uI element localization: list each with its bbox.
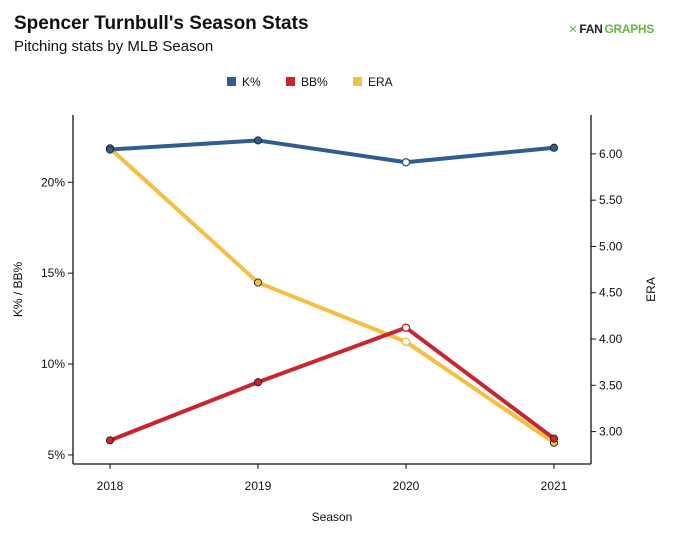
data-point-k-pct xyxy=(253,136,263,145)
right-tick-label: 3.00 xyxy=(599,425,623,439)
chart-subtitle: Pitching stats by MLB Season xyxy=(14,38,214,55)
fangraphs-logo: ✕ FAN GRAPHS xyxy=(568,22,654,36)
data-point-bb-pct xyxy=(549,434,559,443)
right-tick-label: 6.00 xyxy=(599,147,623,161)
right-tick-label: 3.50 xyxy=(599,378,623,392)
x-tick-label: 2018 xyxy=(97,479,124,493)
y-axis-title-left: K% / BB% xyxy=(11,261,25,317)
legend-swatch-bb-pct xyxy=(286,77,295,86)
legend-label: ERA xyxy=(368,75,393,89)
logo-mark-icon: ✕ xyxy=(568,23,578,36)
legend-label: K% xyxy=(242,75,261,89)
data-point-k-pct xyxy=(401,157,411,167)
logo-text-graphs: GRAPHS xyxy=(604,22,654,36)
data-point-era xyxy=(401,337,411,347)
x-tick-label: 2021 xyxy=(541,479,568,493)
right-tick-label: 4.50 xyxy=(599,286,623,300)
data-point-bb-pct xyxy=(105,436,115,445)
y-axis-title-right: ERA xyxy=(644,277,658,302)
data-point-era xyxy=(253,278,263,287)
legend-swatch-k-pct xyxy=(227,77,236,86)
x-tick-label: 2020 xyxy=(393,479,420,493)
legend-swatch-era xyxy=(353,77,362,86)
chart-title: Spencer Turnbull's Season Stats xyxy=(14,13,309,34)
x-axis-title: Season xyxy=(312,510,353,524)
data-point-bb-pct xyxy=(253,378,263,387)
right-tick-label: 5.00 xyxy=(599,239,623,253)
right-tick-label: 4.00 xyxy=(599,332,623,346)
logo-text-fan: FAN xyxy=(579,22,603,36)
data-point-k-pct xyxy=(549,143,559,152)
left-tick-label: 5% xyxy=(48,448,66,462)
right-tick-label: 5.50 xyxy=(599,193,623,207)
series-line-k-pct xyxy=(108,138,556,165)
series-line-bb-pct xyxy=(108,325,556,443)
left-tick-label: 20% xyxy=(41,175,65,189)
legend-label: BB% xyxy=(301,75,328,89)
left-tick-label: 10% xyxy=(41,357,65,371)
series-line-era xyxy=(108,146,556,445)
data-point-bb-pct xyxy=(401,323,411,332)
x-tick-label: 2019 xyxy=(245,479,272,493)
left-tick-label: 15% xyxy=(41,266,65,280)
data-point-k-pct xyxy=(105,145,115,154)
